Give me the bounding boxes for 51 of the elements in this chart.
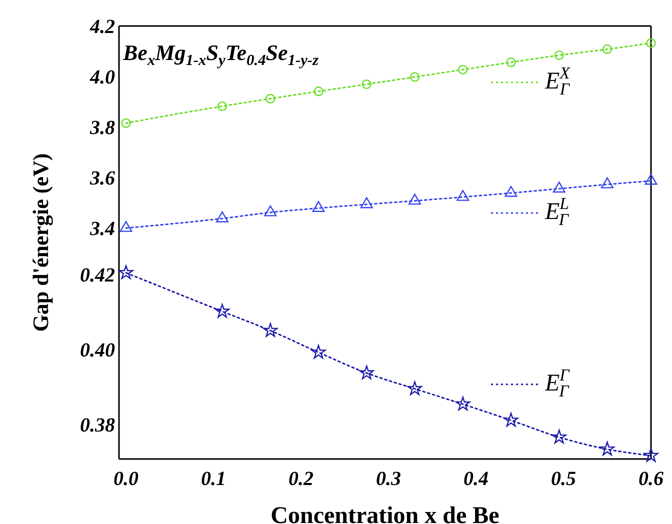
x-tick-label: 0.5 [551, 468, 576, 490]
point [552, 430, 566, 444]
point [264, 205, 277, 216]
point [506, 58, 516, 68]
x-tick-label: 0.3 [376, 468, 401, 490]
y-axis-title: Gap d'énergie (eV) [28, 153, 53, 332]
point [263, 323, 278, 337]
point [408, 194, 421, 205]
point [217, 101, 228, 111]
point [314, 86, 324, 96]
point [120, 220, 132, 232]
y-tick-label: 3.8 [89, 116, 115, 139]
point [311, 344, 326, 359]
point [360, 197, 373, 208]
point [214, 304, 230, 318]
point [601, 177, 614, 188]
x-tick-label: 0.4 [464, 468, 488, 490]
x-axis-title: Concentration x de Be [270, 503, 500, 524]
point [266, 94, 276, 104]
point [121, 118, 131, 128]
point [456, 190, 470, 201]
x-tick-label: 0.6 [638, 468, 664, 490]
y-tick-label: 3.6 [89, 167, 115, 190]
y-tick-label: 0.42 [80, 264, 115, 286]
point [602, 44, 612, 54]
point [410, 72, 420, 82]
y-tick-label: 3.4 [89, 218, 115, 240]
point [504, 186, 518, 197]
point [407, 381, 422, 396]
point [359, 365, 374, 380]
point [554, 50, 564, 60]
point [118, 265, 134, 280]
y-tick-label: 4.0 [89, 66, 115, 88]
point [362, 80, 372, 90]
point [456, 396, 470, 410]
point [644, 448, 658, 462]
point [216, 211, 228, 222]
y-tick-label: 4.2 [89, 16, 115, 38]
point [644, 174, 658, 185]
point [312, 201, 325, 212]
point [458, 64, 468, 74]
x-tick-label: 0.1 [201, 468, 226, 490]
point [646, 38, 656, 48]
y-tick-label: 0.38 [80, 414, 115, 436]
point [600, 442, 615, 456]
chart-title: Be$_{x}$Mg$_{1-x}$S$_{y}$Te$_{0.4}$Se$_{1-y-z}$ [123, 40, 319, 70]
point [552, 182, 566, 193]
point [504, 412, 518, 427]
x-tick-label: 0.0 [114, 468, 138, 490]
x-tick-label: 0.2 [288, 468, 314, 490]
y-tick-label: 0.40 [80, 339, 115, 362]
